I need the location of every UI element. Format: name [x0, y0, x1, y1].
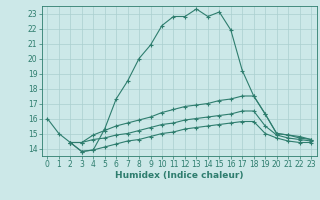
- X-axis label: Humidex (Indice chaleur): Humidex (Indice chaleur): [115, 171, 244, 180]
